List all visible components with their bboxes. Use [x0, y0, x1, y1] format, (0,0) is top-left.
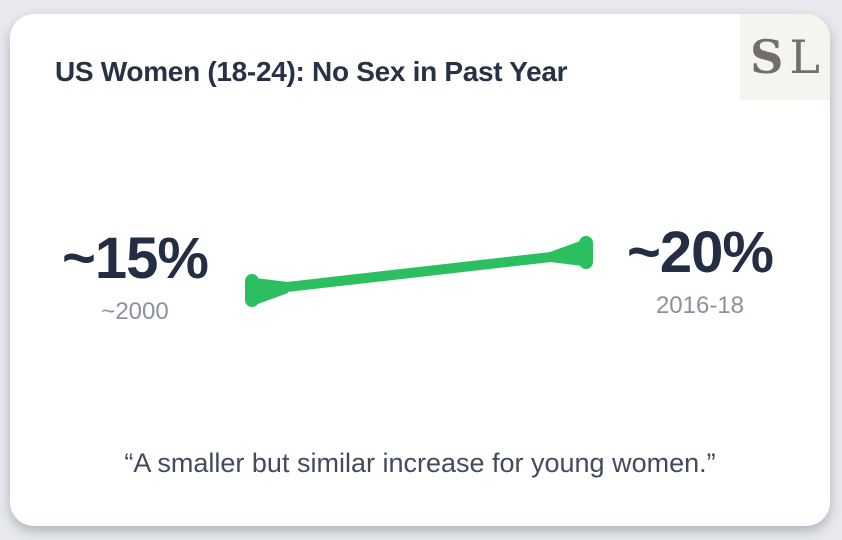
- brand-logo-letter-s: S: [750, 30, 784, 84]
- stat-start-period: ~2000: [101, 298, 169, 325]
- stat-start: ~15% ~2000: [27, 230, 243, 326]
- caption-quote: “A smaller but similar increase for youn…: [124, 448, 716, 478]
- stat-end-value: ~20%: [627, 220, 774, 285]
- brand-logo-letter-l: L: [789, 30, 820, 84]
- stat-end-period: 2016-18: [655, 292, 745, 319]
- stat-end: ~20% 2016-18: [580, 224, 820, 320]
- stat-start-value: ~15%: [62, 226, 209, 291]
- card-title: US Women (18-24): No Sex in Past Year: [55, 56, 568, 87]
